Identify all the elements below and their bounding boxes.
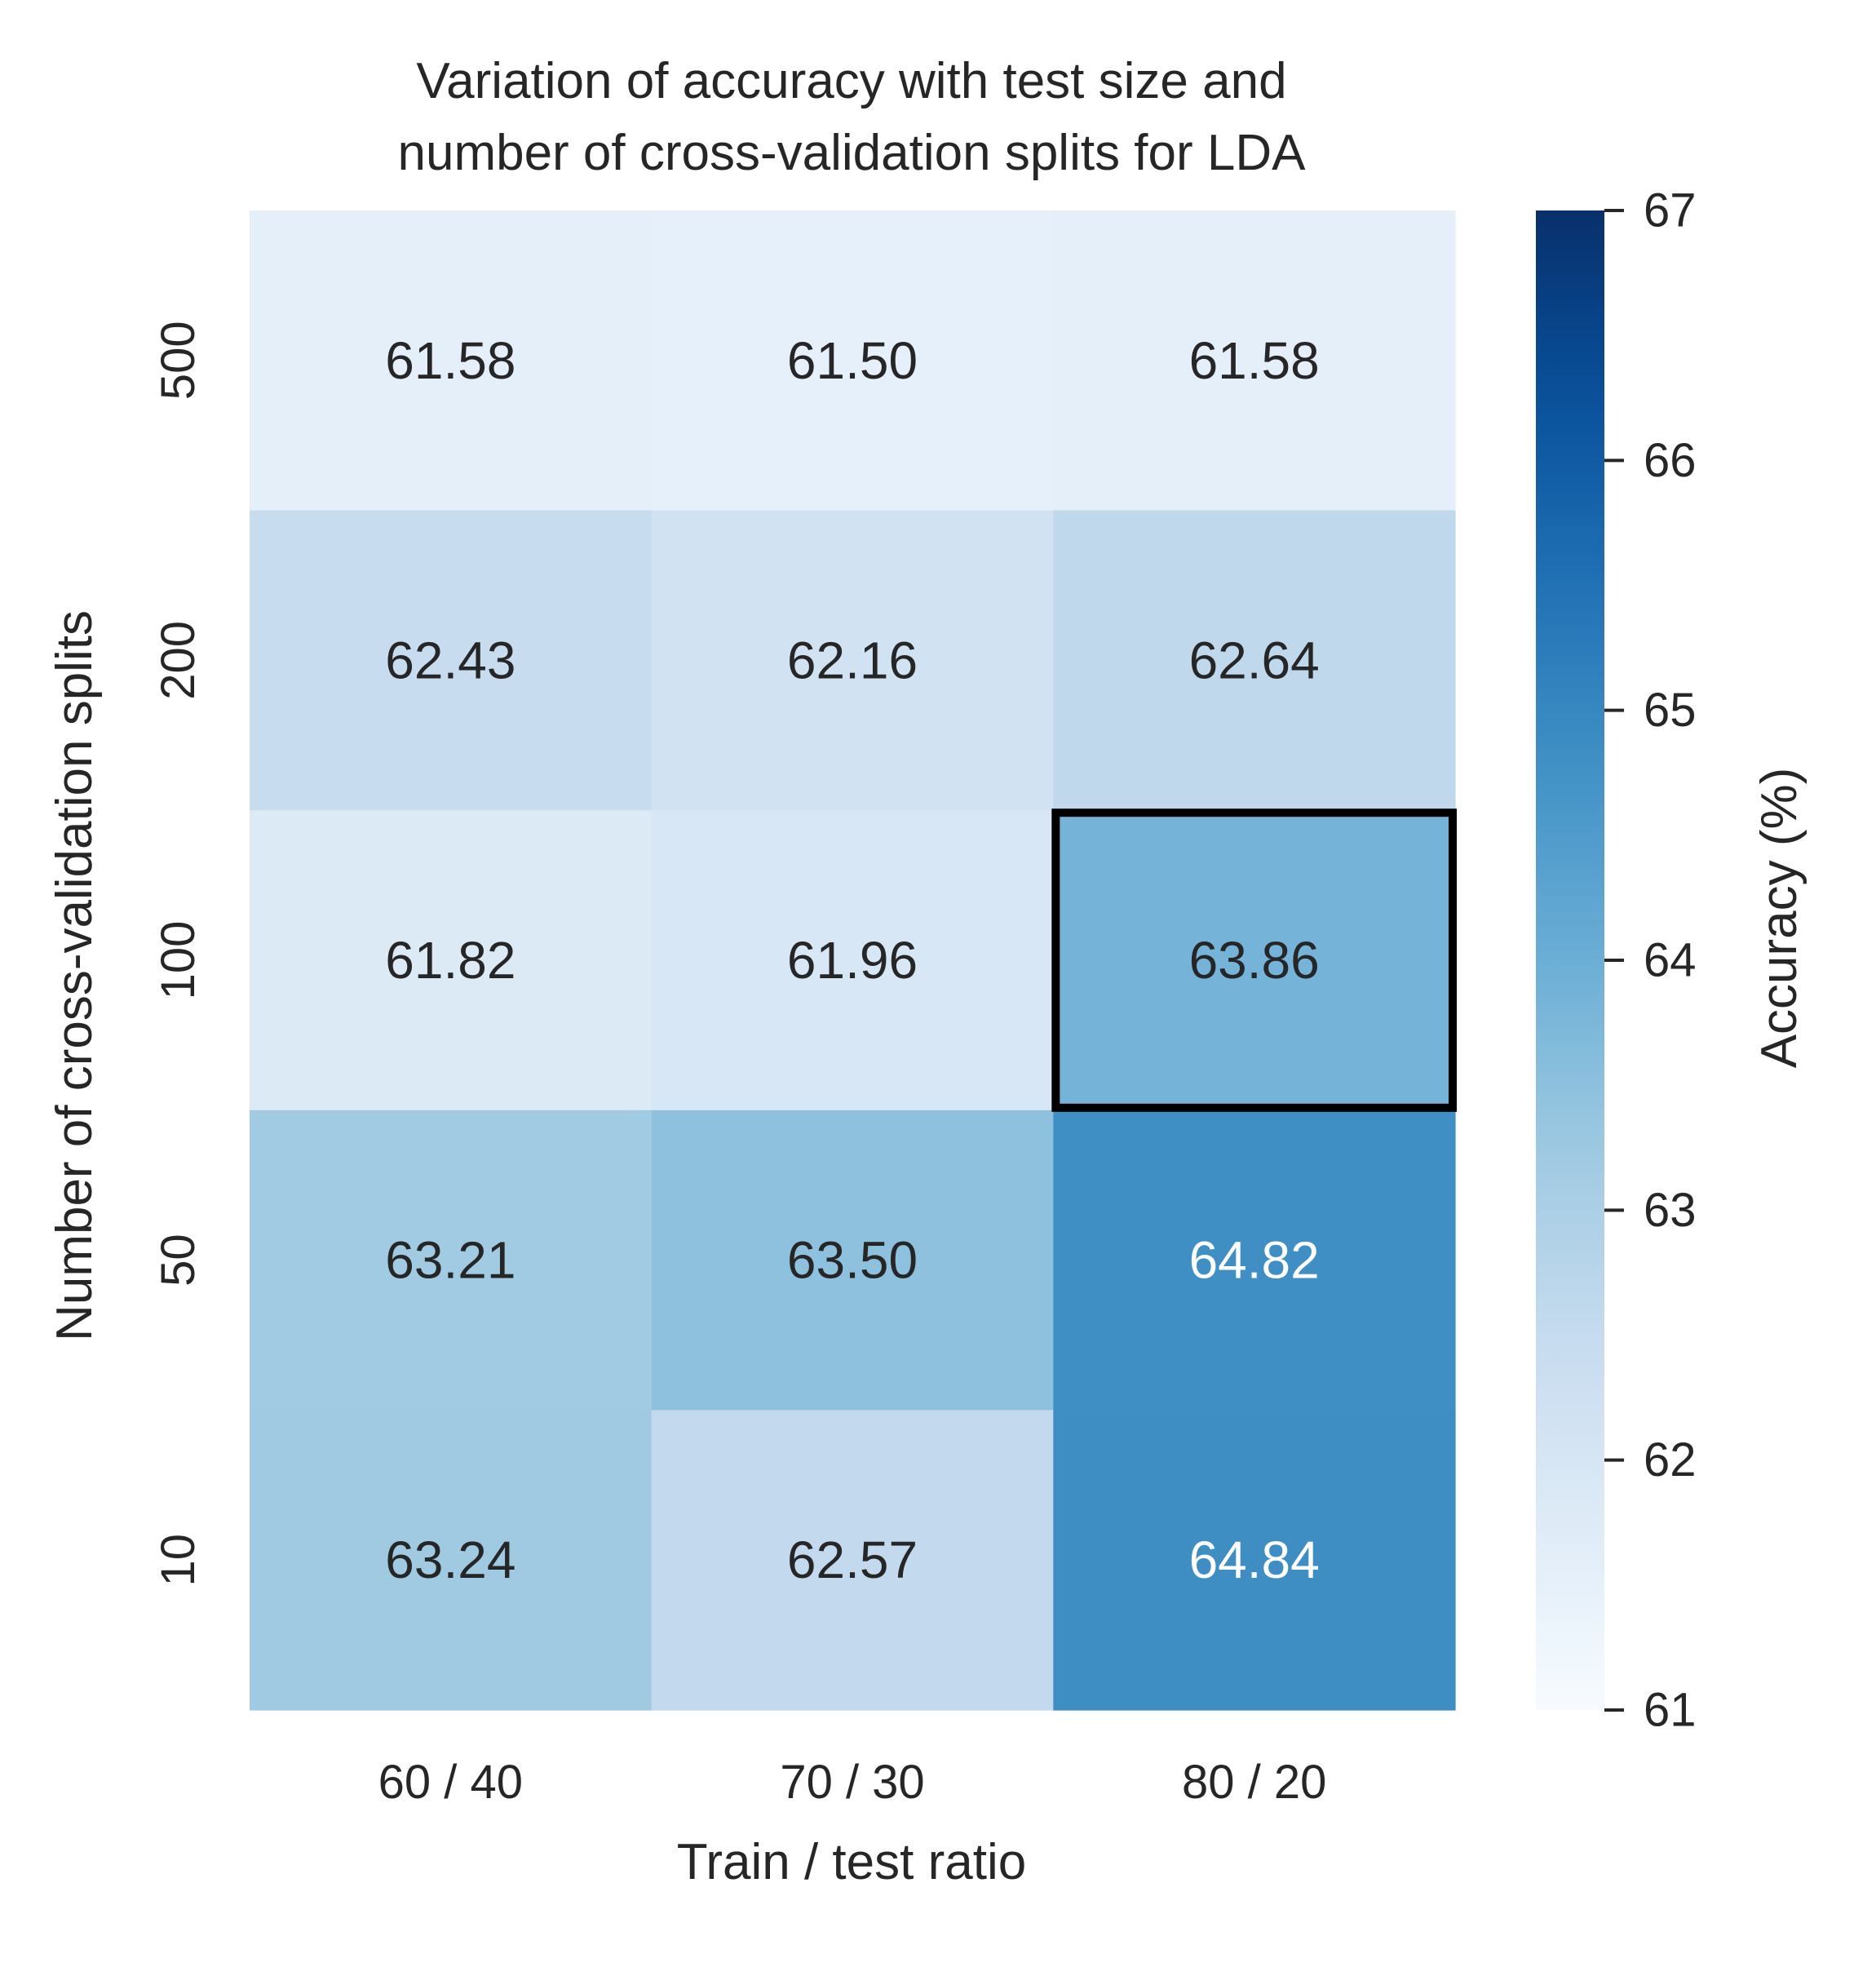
heatmap-cell (651, 210, 1054, 512)
highlighted-cell-border (1051, 809, 1458, 1112)
cell-value-label: 64.82 (1189, 1231, 1320, 1290)
heatmap-cell (250, 510, 653, 811)
heatmap-cell (250, 1110, 653, 1411)
colorbar-title: Accuracy (%) (1751, 768, 1807, 1069)
heatmap-cell (651, 810, 1054, 1111)
cell-value-label: 64.84 (1189, 1531, 1320, 1589)
colorbar-tick-label: 63 (1644, 1184, 1697, 1237)
heatmap-cell (1053, 510, 1456, 811)
y-axis-title: Number of cross-validation splits (46, 610, 103, 1341)
y-tick-label: 50 (152, 1234, 205, 1287)
cell-value-label: 61.58 (1189, 331, 1320, 390)
cell-value-label: 62.16 (787, 631, 918, 689)
heatmap-cell (651, 1410, 1054, 1711)
heatmap-cell (651, 510, 1054, 811)
cell-value-label: 61.82 (385, 931, 515, 990)
y-tick-label: 10 (152, 1534, 205, 1587)
chart-title-line: number of cross-validation splits for LD… (397, 125, 1306, 181)
colorbar-tick-label: 67 (1644, 184, 1697, 237)
cell-value-label: 63.86 (1189, 931, 1320, 990)
cell-value-label: 63.50 (787, 1231, 918, 1290)
chart-title-line: Variation of accuracy with test size and (416, 53, 1286, 109)
colorbar-tick-label: 62 (1644, 1433, 1697, 1486)
colorbar-tick-label: 64 (1644, 934, 1697, 987)
y-tick-label: 200 (152, 621, 205, 700)
y-tick-label: 100 (152, 921, 205, 1000)
chart-title: Variation of accuracy with test size and… (397, 53, 1306, 181)
heatmap-cell (250, 1410, 653, 1711)
x-axis-title: Train / test ratio (677, 1834, 1026, 1890)
cell-value-label: 62.64 (1189, 631, 1320, 689)
colorbar-gradient (1536, 210, 1604, 1710)
colorbar-tick-label: 65 (1644, 684, 1697, 737)
cell-value-label: 61.58 (385, 331, 515, 390)
colorbar-tick-label: 61 (1644, 1684, 1697, 1737)
heatmap-cell (1053, 1410, 1456, 1711)
heatmap-cell (1053, 810, 1456, 1111)
cell-value-label: 63.24 (385, 1531, 515, 1589)
heatmap-cell (651, 1110, 1054, 1411)
y-axis-ticks: 500 200 100 50 10 (152, 321, 205, 1586)
heatmap-cell (1053, 210, 1456, 512)
x-tick-label: 60 / 40 (378, 1756, 523, 1809)
y-tick-label: 500 (152, 321, 205, 400)
highlight-layer (1051, 809, 1458, 1112)
cell-value-label: 63.21 (385, 1231, 515, 1290)
cell-value-label: 62.43 (385, 631, 515, 689)
cell-value-label: 61.50 (787, 331, 918, 390)
heatmap-cell (250, 810, 653, 1111)
heatmap-cells: 61.58 61.50 61.58 62.43 62.16 62.64 61.82 61.96… (250, 210, 1456, 1711)
heatmap-cell (1053, 1110, 1456, 1411)
heatmap-cell (250, 210, 653, 512)
x-tick-label: 70 / 30 (780, 1756, 924, 1809)
x-tick-label: 80 / 20 (1182, 1756, 1326, 1809)
cell-value-label: 62.57 (787, 1531, 918, 1589)
cell-value-label: 61.96 (787, 931, 918, 990)
colorbar: 61 62 63 64 65 66 67 (1536, 184, 1697, 1737)
colorbar-tick-label: 66 (1644, 434, 1697, 487)
x-axis-ticks: 60 / 40 70 / 30 80 / 20 (378, 1756, 1327, 1809)
